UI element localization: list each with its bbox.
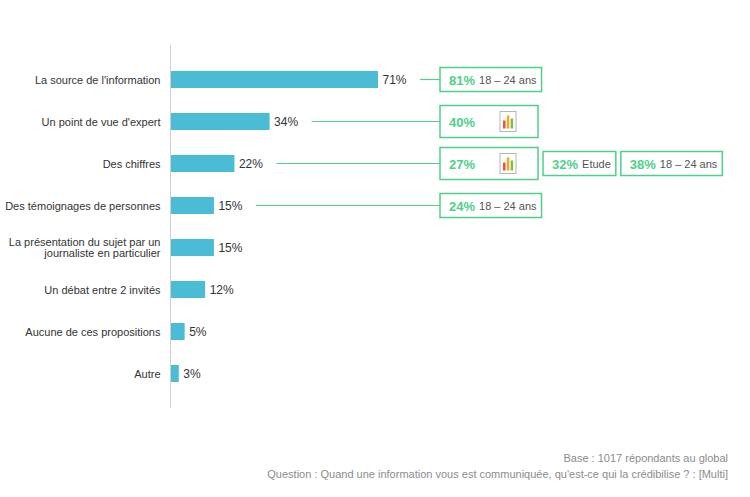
svg-text:Des témoignages de personnes: Des témoignages de personnes (5, 200, 161, 212)
svg-text:27%: 27% (449, 156, 475, 171)
svg-text:71%: 71% (383, 73, 407, 87)
svg-text:40%: 40% (449, 114, 475, 129)
svg-text:Aucune de ces propositions: Aucune de ces propositions (25, 326, 161, 338)
svg-text:La source de l'information: La source de l'information (35, 74, 161, 86)
html-text:Question : Quand une informati: Question : Quand une information vous es… (267, 468, 728, 480)
svg-text:15%: 15% (218, 199, 242, 213)
svg-text:Autre: Autre (134, 368, 160, 380)
svg-text:5%: 5% (189, 325, 207, 339)
svg-text:La présentation du sujet par u: La présentation du sujet par unjournalis… (9, 236, 161, 259)
svg-text:38%18 – 24 ans: 38%18 – 24 ans (630, 156, 718, 171)
svg-text:24%18 – 24 ans: 24%18 – 24 ans (449, 198, 537, 213)
svg-text:81%18 – 24 ans: 81%18 – 24 ans (449, 72, 537, 87)
svg-text:12%: 12% (210, 283, 234, 297)
html-text:Base : 1017 répondants au glob: Base : 1017 répondants au global (563, 452, 728, 464)
svg-text:Un débat entre 2 invités: Un débat entre 2 invités (44, 284, 161, 296)
svg-text:15%: 15% (218, 241, 242, 255)
svg-text:22%: 22% (239, 157, 263, 171)
svg-text:Un point de vue d'expert: Un point de vue d'expert (42, 116, 161, 128)
svg-text:34%: 34% (274, 115, 298, 129)
svg-text:Des chiffres: Des chiffres (103, 158, 161, 170)
svg-text:32%Etude: 32%Etude (552, 156, 611, 171)
svg-text:3%: 3% (183, 367, 201, 381)
